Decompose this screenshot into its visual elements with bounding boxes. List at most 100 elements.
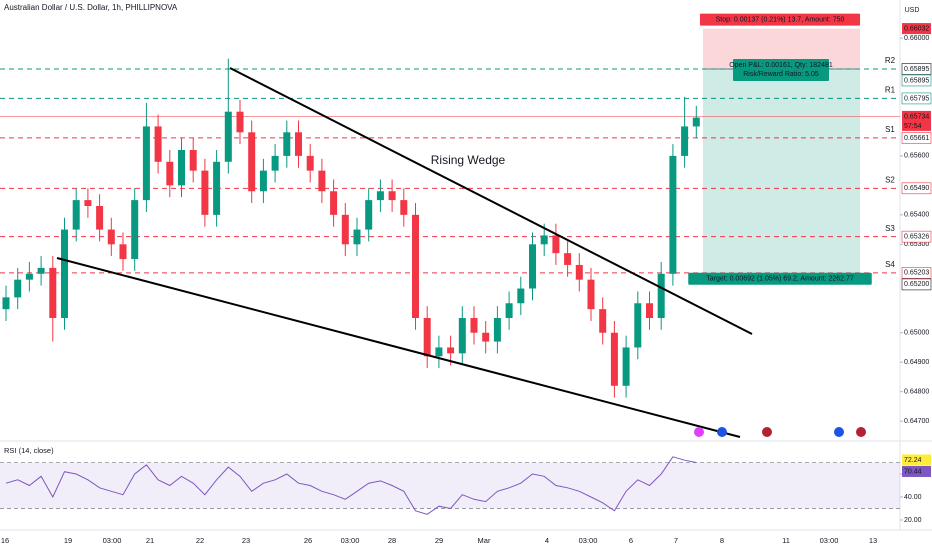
candle-body xyxy=(681,126,689,156)
candle-body xyxy=(131,200,139,260)
level-name: S1 xyxy=(885,125,895,134)
price-label: 0.65734 xyxy=(904,113,929,120)
price-label-bg xyxy=(901,278,932,291)
candle-body xyxy=(236,111,244,133)
price-label-bg xyxy=(902,23,931,35)
x-tick-label: 19 xyxy=(64,536,72,545)
candle-body xyxy=(470,317,478,333)
x-tick-label: 7 xyxy=(674,536,678,545)
x-tick-label: 16 xyxy=(1,536,9,545)
trade-label: Risk/Reward Ratio: 5.05 xyxy=(743,71,819,78)
wedge-lower-line xyxy=(56,257,741,438)
candle-body xyxy=(575,264,583,280)
candle-body xyxy=(552,235,560,254)
y-tick-label: 0.65000 xyxy=(904,330,929,337)
y-tick-label: 0.64800 xyxy=(904,389,929,396)
price-label-bg xyxy=(901,267,932,279)
price-label: 0.65200 xyxy=(904,281,929,288)
candle-body xyxy=(166,161,174,186)
candle-body xyxy=(599,309,607,333)
price-label: 0.65895 xyxy=(904,77,929,84)
candle-body xyxy=(283,132,291,156)
candle-body xyxy=(634,303,642,348)
trade-label-bg xyxy=(733,58,829,81)
candle-body xyxy=(657,273,665,318)
candle-body xyxy=(201,170,209,215)
candle-body xyxy=(14,279,22,298)
candle-body xyxy=(423,317,431,357)
candle-body xyxy=(482,332,490,342)
candle-body xyxy=(2,297,10,310)
x-tick-label: 23 xyxy=(242,536,250,545)
event-icon xyxy=(834,427,844,437)
candle-body xyxy=(119,244,127,260)
x-tick-label: 21 xyxy=(146,536,154,545)
countdown: 57:54 xyxy=(904,123,922,130)
candle-body xyxy=(84,200,92,207)
target-zone xyxy=(703,68,860,274)
candle-body xyxy=(564,253,572,265)
candle-body xyxy=(529,244,536,289)
x-tick-label: 29 xyxy=(435,536,443,545)
price-label: 0.65661 xyxy=(904,135,929,142)
candle-body xyxy=(189,150,197,171)
candle-body xyxy=(622,347,630,386)
rsi-value-label: 72.24 xyxy=(904,457,922,464)
candle-body xyxy=(72,200,80,230)
x-tick-label: 11 xyxy=(782,536,790,545)
price-label-bg xyxy=(901,182,932,195)
price-label: 0.65326 xyxy=(904,233,929,240)
event-icon xyxy=(762,427,772,437)
y-tick-label: 0.64700 xyxy=(904,418,929,425)
candle-body xyxy=(306,155,314,171)
x-tick-label: Mar xyxy=(478,536,491,545)
x-tick-label: 8 xyxy=(720,536,724,545)
event-icons xyxy=(694,427,866,437)
price-label-bg xyxy=(902,110,931,131)
y-tick-label: 0.64900 xyxy=(904,359,929,366)
x-tick-label: 28 xyxy=(388,536,396,545)
price-label: 0.65490 xyxy=(904,185,929,192)
price-label-bg xyxy=(901,63,932,75)
candle-body xyxy=(365,200,373,230)
price-label-bg xyxy=(901,92,932,105)
candle-body xyxy=(271,155,279,171)
x-tick-label: 03:00 xyxy=(341,536,360,545)
rsi-tick-label: 20.00 xyxy=(904,517,922,524)
price-label-bg xyxy=(901,230,932,243)
candle-body xyxy=(96,206,104,230)
trade-label-bg xyxy=(688,272,872,285)
candle-body xyxy=(692,117,700,127)
y-tick-label: 0.65300 xyxy=(904,241,929,248)
currency: USD xyxy=(905,7,920,14)
candle-body xyxy=(25,273,33,280)
trade-label: Stop: 0.00137 (0.21%) 13.7, Amount: 750 xyxy=(716,16,845,23)
price-label: 0.65895 xyxy=(904,66,929,73)
y-tick-label: 0.65400 xyxy=(904,212,929,219)
x-tick-label: 26 xyxy=(304,536,312,545)
candle-body xyxy=(669,155,677,274)
price-label-bg xyxy=(901,74,932,87)
candle-body xyxy=(49,267,57,318)
rsi-value-bg xyxy=(902,454,931,466)
candle-body xyxy=(37,267,45,274)
rsi-value-bg xyxy=(902,465,931,477)
candle-body xyxy=(330,191,338,215)
candle-body xyxy=(295,132,302,156)
candle-body xyxy=(353,229,361,245)
candle-body xyxy=(213,161,221,215)
candle-body xyxy=(154,126,162,162)
candle-body xyxy=(610,332,618,386)
level-name: S3 xyxy=(885,224,895,233)
price-label-bg xyxy=(901,132,932,144)
x-tick-label: 03:00 xyxy=(579,536,598,545)
x-tick-label: 22 xyxy=(196,536,204,545)
rsi-value-label: 70.44 xyxy=(904,468,922,475)
level-name: S2 xyxy=(885,175,895,184)
candle-body xyxy=(142,126,150,201)
rsi-band-fill xyxy=(0,462,900,509)
rsi-title: RSI (14, close) xyxy=(4,446,54,455)
candle-body xyxy=(447,347,455,354)
candle-body xyxy=(493,317,501,342)
